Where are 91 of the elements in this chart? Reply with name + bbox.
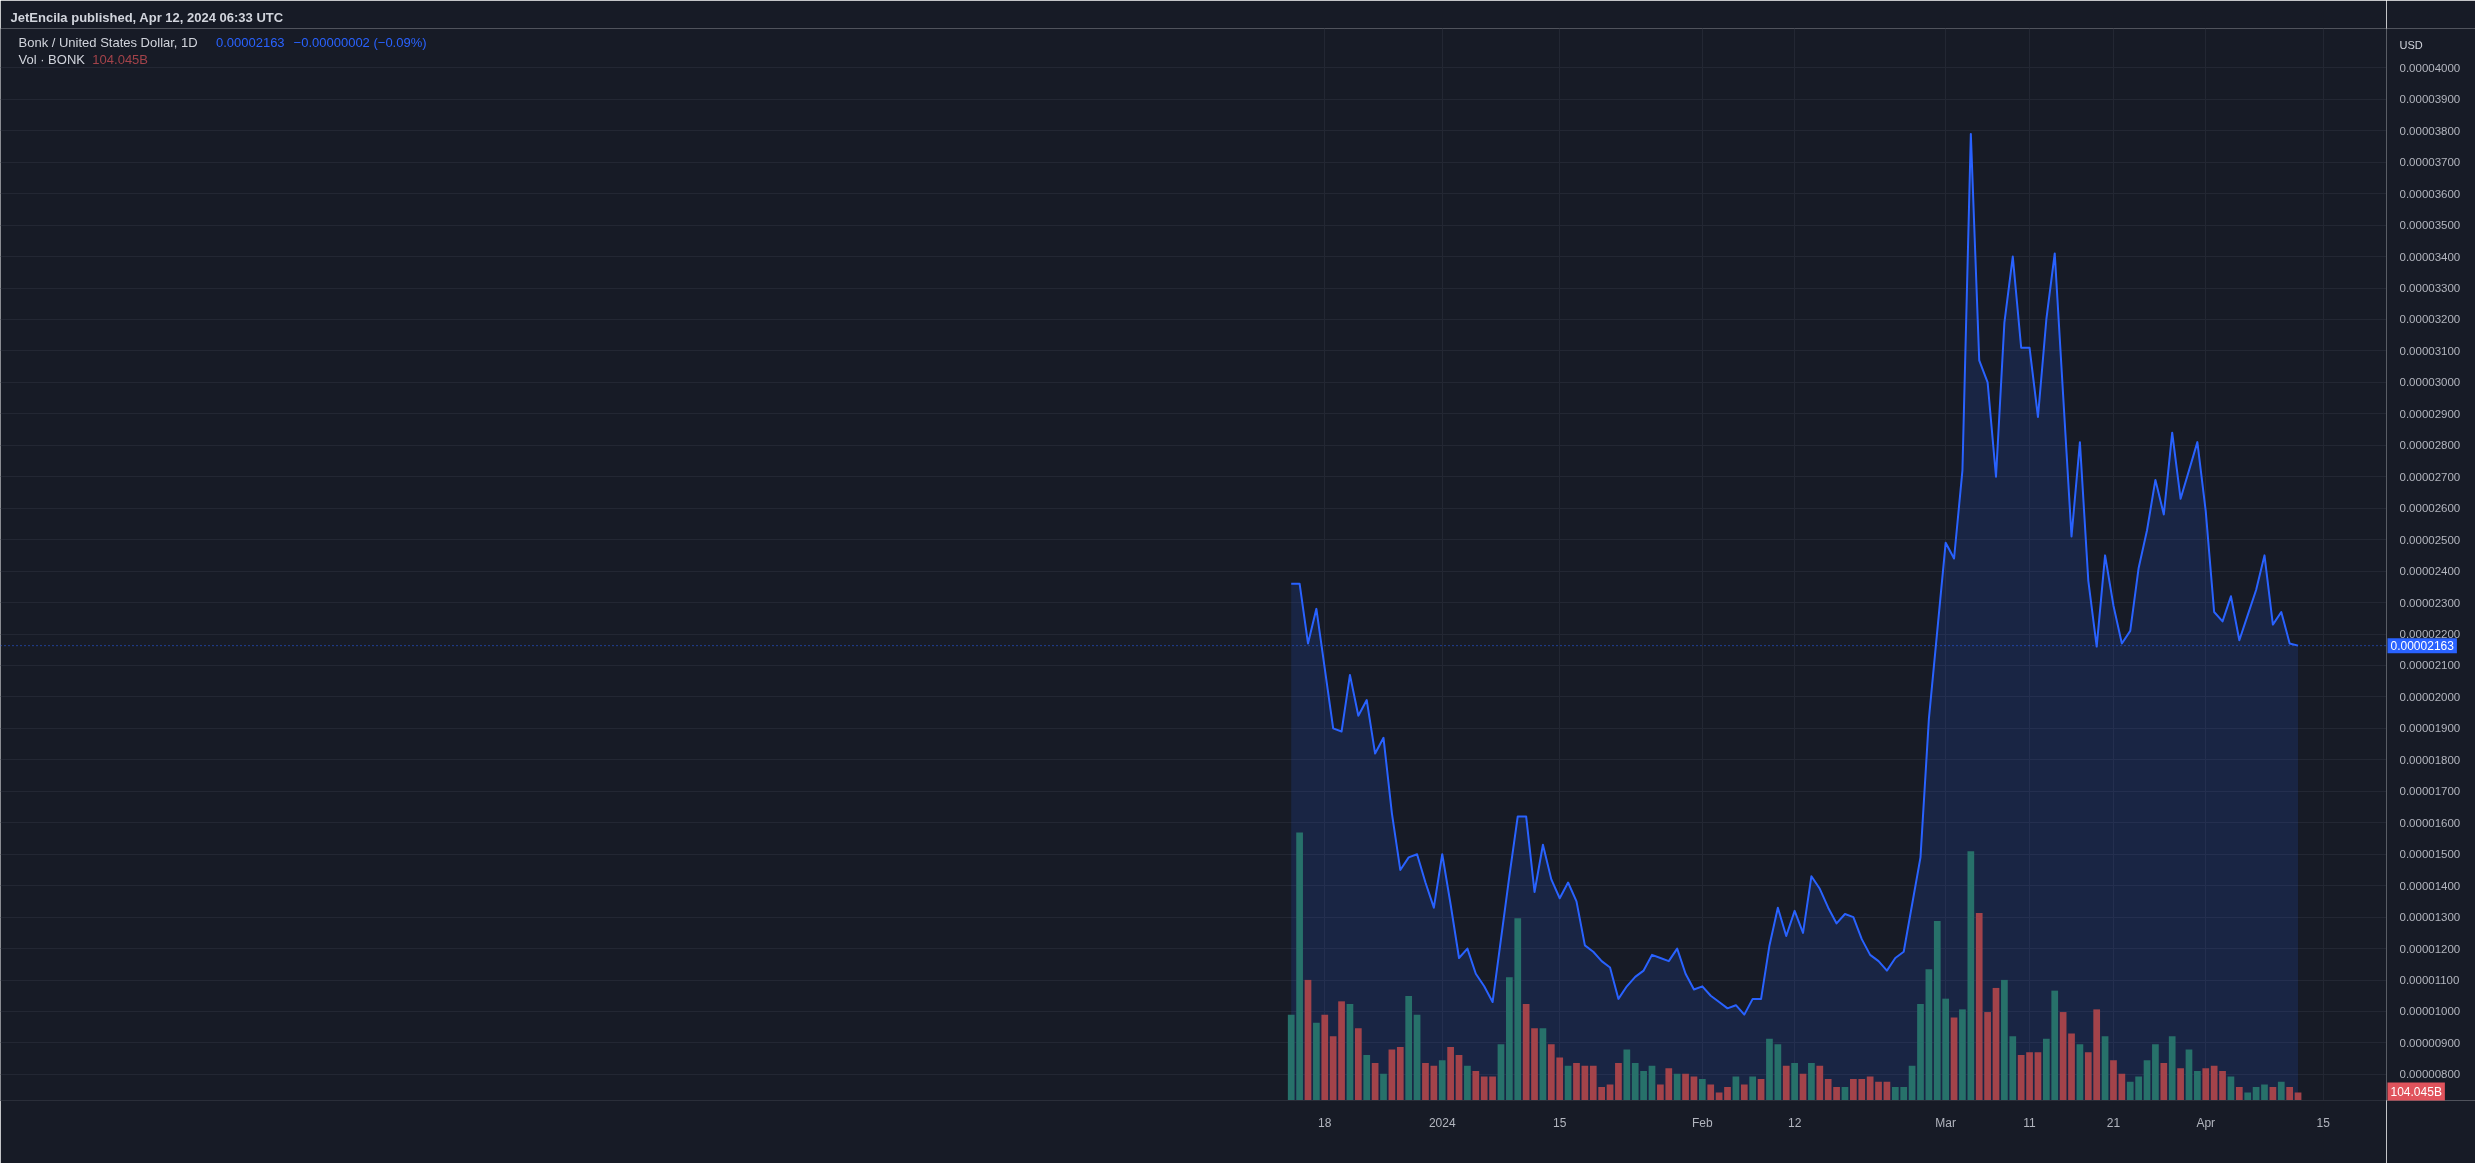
chart-title: Vol · BONK (18, 52, 86, 67)
bar (1673, 1073, 1681, 1101)
y-tick-label: 0.00003400 (2399, 250, 2461, 263)
text: JetEncila published, Apr 12, 2024 06:33 UTC (10, 9, 284, 25)
y-tick-label: 0.00003000 (2399, 376, 2461, 389)
bar (1363, 1054, 1371, 1101)
y-tick-label: 0.00003800 (2399, 124, 2461, 137)
y-tick-label: 0.00001200 (2399, 942, 2461, 955)
text: 104.045B (2390, 1085, 2442, 1100)
y-tick-label: 0.00003600 (2399, 187, 2461, 200)
x-tick-label: 18 (1318, 1115, 1332, 1130)
x-tick-label: 2024 (1428, 1115, 1456, 1130)
bar (1816, 1065, 1824, 1101)
y-tick-label: 0.00001100 (2399, 974, 2460, 987)
ref-line-label: 0.00002163 (2390, 639, 2455, 654)
bar (1354, 1028, 1362, 1101)
y-tick-label: 0.00002800 (2399, 439, 2461, 452)
y-tick-label: 0.00003700 (2399, 156, 2461, 169)
y-tick-label: 0.00002100 (2399, 659, 2461, 672)
y-tick-label: 0.00001500 (2399, 848, 2461, 861)
bar (1698, 1079, 1706, 1101)
bar (1707, 1084, 1715, 1101)
bar (2244, 1092, 2252, 1101)
y-tick-label: 0.00001400 (2399, 879, 2461, 892)
annotation: 104.045B (92, 52, 149, 67)
bar (1749, 1076, 1757, 1101)
bar (1917, 1004, 1924, 1101)
y-tick-label: 0.00002900 (2399, 407, 2461, 420)
y-tick-label: 0.00003200 (2399, 313, 2461, 326)
y-tick-label: 0.00004000 (2399, 61, 2461, 74)
y-tick-label: 0.00002300 (2399, 596, 2461, 609)
y-tick-label: 0.00001700 (2399, 785, 2461, 798)
y-tick-label: 0.00001000 (2399, 1005, 2461, 1018)
bar (1464, 1065, 1471, 1101)
y-tick-label: 0.00003900 (2399, 93, 2461, 106)
text: Bonk / United States Dollar, 1D (18, 34, 198, 50)
y-tick-label: 0.00002200 (2399, 628, 2461, 641)
bar (1438, 1060, 1446, 1101)
x-tick-label: Mar (1935, 1115, 1956, 1130)
x-tick-label: Apr (2196, 1115, 2216, 1130)
bar (2286, 1087, 2294, 1101)
bar (1808, 1062, 1815, 1101)
bar (2168, 1036, 2176, 1101)
bar (2277, 1081, 2285, 1101)
y-axis-title: USD (2399, 38, 2423, 51)
bar (1615, 1062, 1622, 1101)
bar (1623, 1049, 1631, 1101)
y-tick-label: 0.00001800 (2399, 753, 2461, 766)
bar (1791, 1062, 1798, 1101)
bar (2194, 1071, 2201, 1101)
bar (1447, 1046, 1454, 1101)
annotation: 0.00002163 (215, 34, 285, 50)
x-tick-label: 11 (2023, 1115, 2037, 1130)
bar (1531, 1028, 1538, 1101)
bar (1782, 1065, 1790, 1101)
y-tick-label: 0.00003100 (2399, 344, 2461, 357)
y-tick-label: 0.00002600 (2399, 502, 2461, 515)
y-tick-label: 0.00001600 (2399, 816, 2461, 829)
x-tick-label: 15 (1553, 1115, 1567, 1130)
bar (2152, 1044, 2159, 1101)
bar (1380, 1073, 1387, 1101)
bar (1682, 1073, 1689, 1101)
bar (1724, 1087, 1731, 1101)
x-tick-label: 12 (1787, 1115, 1802, 1130)
bar (1740, 1084, 1748, 1101)
bar (2160, 1062, 2168, 1101)
bar (1405, 995, 1413, 1101)
bar (1313, 1022, 1320, 1101)
x-tick-label: Feb (1692, 1115, 1713, 1130)
bar (1396, 1046, 1404, 1101)
y-tick-label: 0.00002400 (2399, 565, 2461, 578)
y-tick-label: 0.00002000 (2399, 690, 2461, 703)
y-tick-label: 0.00001900 (2399, 722, 2461, 735)
y-tick-label: 0.00000900 (2399, 1036, 2461, 1049)
bar (1472, 1071, 1480, 1101)
bar (1573, 1062, 1580, 1101)
y-tick-label: 0.00000800 (2399, 1068, 2461, 1081)
y-tick-label: 0.00002500 (2399, 533, 2461, 546)
x-tick-label: 21 (2106, 1115, 2121, 1130)
x-tick-label: 15 (2316, 1115, 2331, 1130)
bar (2177, 1068, 2184, 1101)
y-tick-label: 0.00002700 (2399, 470, 2461, 483)
bar (2235, 1087, 2243, 1101)
y-tick-label: 0.00001300 (2399, 911, 2461, 924)
bar (1321, 1014, 1329, 1101)
annotation: −0.00000002 (−0.09%) (293, 34, 427, 50)
y-tick-label: 0.00003500 (2399, 219, 2461, 232)
y-tick-label: 0.00003300 (2399, 282, 2461, 295)
bar (2261, 1084, 2268, 1101)
bar (2202, 1068, 2210, 1101)
bar (2068, 1033, 2075, 1101)
